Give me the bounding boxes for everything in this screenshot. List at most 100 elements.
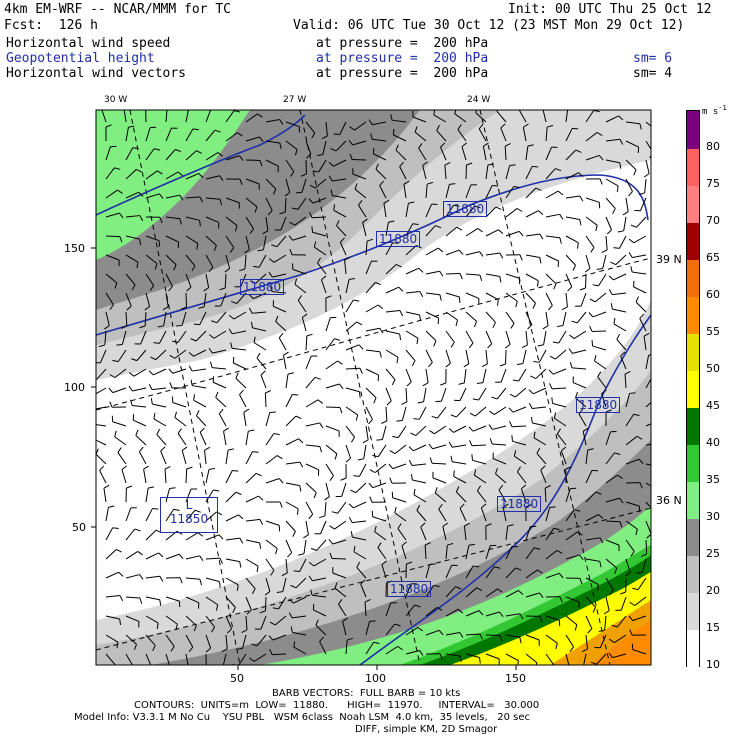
wind-barb-flag	[553, 527, 560, 531]
wind-barb-flag	[579, 578, 583, 585]
wind-barb	[465, 653, 480, 658]
wind-barb-flag	[572, 127, 579, 130]
wind-barb-flag	[509, 393, 516, 398]
wind-barb	[445, 349, 451, 364]
wind-barb-flag	[473, 321, 477, 328]
wind-barb	[478, 387, 487, 401]
wind-barb-flag	[559, 596, 563, 603]
wind-barb-flag	[139, 238, 142, 246]
wind-barb	[145, 292, 151, 307]
wind-barb	[605, 474, 618, 484]
wind-barb	[634, 596, 647, 606]
wind-barb	[465, 205, 476, 218]
legend-tick-label: 50	[706, 362, 720, 375]
wind-barb-flag	[450, 455, 453, 462]
wind-barb-flag	[569, 362, 573, 369]
wind-barb-flag	[577, 668, 583, 669]
wind-barb-flag	[399, 310, 404, 317]
wind-barb-flag	[117, 189, 123, 194]
wind-barb-flag	[377, 304, 384, 310]
wind-barb-flag	[558, 573, 564, 579]
wind-barb	[532, 422, 547, 427]
wind-barb	[312, 231, 327, 237]
wind-barb	[145, 170, 158, 180]
wind-barb-flag	[250, 280, 256, 284]
wind-barb	[96, 453, 107, 465]
wind-barb-flag	[317, 399, 324, 404]
wind-barb-flag	[89, 391, 94, 395]
wind-barb	[325, 338, 335, 351]
wind-barb	[505, 567, 517, 579]
wind-barb	[425, 247, 439, 256]
wind-barb	[125, 653, 133, 665]
wind-barb-flag	[268, 271, 273, 278]
wind-barb-flag	[119, 236, 123, 243]
wind-barb-flag	[325, 295, 332, 299]
wind-barb-flag	[279, 142, 282, 149]
wind-barb	[585, 470, 593, 484]
wind-barb	[312, 594, 327, 598]
wind-barb	[239, 394, 247, 408]
wind-barb-flag	[254, 206, 258, 213]
wind-barb-flag	[513, 450, 517, 457]
wind-barb	[185, 488, 192, 503]
wind-barb	[243, 412, 247, 427]
wind-barb	[573, 330, 587, 339]
wind-barb-flag	[479, 657, 481, 664]
wind-barb-flag	[299, 485, 302, 492]
wind-barb	[645, 159, 650, 174]
wind-barb-flag	[619, 521, 623, 528]
wind-barb	[145, 235, 160, 242]
wind-barb	[474, 406, 487, 417]
wind-barb	[405, 267, 419, 275]
wind-barb	[385, 602, 392, 617]
valid-time: Valid: 06 UTC Tue 30 Oct 12 (23 MST Mon …	[293, 18, 685, 33]
wind-barb-flag	[150, 356, 157, 361]
wind-barb	[596, 653, 607, 665]
wind-barb	[185, 254, 196, 267]
wind-barb	[465, 610, 480, 617]
footer-barb-info: BARB VECTORS: FULL BARB = 10 kts	[272, 688, 461, 699]
wind-barb-flag	[355, 414, 359, 421]
wind-barb-flag	[337, 360, 343, 365]
wind-barb	[393, 134, 407, 142]
wind-barb-flag	[487, 343, 493, 349]
wind-barb	[578, 413, 587, 427]
wind-barb	[405, 349, 416, 361]
wind-barb-flag	[390, 114, 393, 121]
wind-barb-flag	[509, 421, 513, 428]
wind-barb	[471, 444, 487, 447]
wind-barb	[112, 387, 127, 394]
wind-barb-flag	[636, 571, 643, 574]
wind-barb	[585, 537, 600, 541]
wind-barb-flag	[152, 645, 156, 652]
wind-barb-flag	[551, 665, 554, 670]
wind-barb-flag	[248, 294, 254, 299]
wind-barb	[525, 653, 538, 664]
wind-barb-flag	[198, 306, 205, 309]
wind-barb-flag	[646, 533, 651, 539]
wind-barb	[205, 129, 216, 142]
wind-barb	[292, 615, 307, 619]
wind-barb	[485, 311, 496, 323]
wind-barb-flag	[281, 572, 288, 577]
wind-barb	[317, 262, 327, 275]
wind-barb-flag	[613, 317, 616, 324]
wind-barb-flag	[157, 170, 163, 175]
wind-barb	[112, 421, 127, 427]
wind-barb	[645, 355, 650, 370]
wind-barb-flag	[639, 123, 642, 130]
wind-barb	[625, 413, 635, 427]
wind-barb-flag	[617, 230, 624, 233]
wind-barb-flag	[235, 491, 242, 496]
wind-barb	[505, 634, 520, 638]
wind-barb-flag	[173, 264, 177, 271]
wind-barb	[125, 507, 132, 522]
wind-barb	[379, 185, 387, 199]
wind-barb	[374, 531, 387, 541]
wind-barb	[103, 488, 107, 503]
wind-barb	[125, 528, 136, 541]
wind-barb-flag	[455, 319, 458, 326]
wind-barb	[465, 565, 474, 579]
wind-barb	[105, 292, 114, 306]
